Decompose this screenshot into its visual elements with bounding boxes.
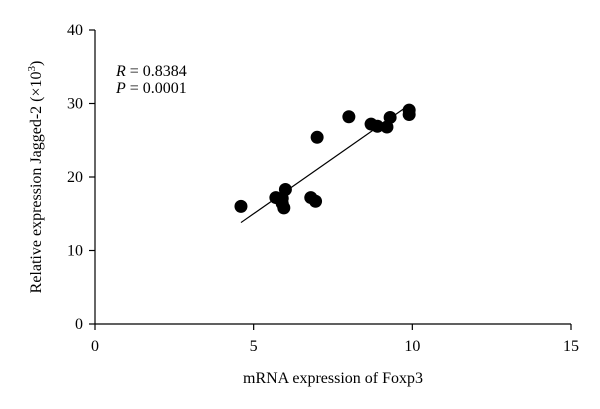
y-tick-label: 20: [67, 169, 83, 186]
data-point: [402, 103, 416, 117]
correlation-annotation: R = 0.8384: [115, 63, 187, 80]
y-tick-label: 0: [75, 316, 83, 333]
r-symbol: R: [115, 63, 126, 80]
data-points: [234, 103, 416, 215]
p-symbol: P: [115, 80, 126, 97]
data-point: [278, 182, 292, 196]
data-point: [309, 194, 323, 208]
data-point: [370, 119, 384, 133]
data-point: [383, 110, 397, 124]
r-value: = 0.8384: [126, 63, 187, 80]
axis-ticks: 0 5 10 15 0 10 20 30 40: [67, 22, 579, 355]
y-axis-title: Relative expression Jagged-2 (×103): [26, 61, 45, 294]
data-point: [310, 130, 324, 144]
x-axis-title: mRNA expression of Foxp3: [243, 370, 423, 387]
data-point: [234, 199, 248, 213]
y-tick-label: 40: [67, 22, 83, 39]
x-tick-label: 0: [91, 338, 99, 355]
x-tick-label: 5: [250, 338, 258, 355]
y-axis-title-end: ): [28, 61, 45, 66]
p-value: = 0.0001: [126, 80, 187, 97]
x-tick-label: 10: [404, 338, 420, 355]
y-tick-label: 10: [67, 243, 83, 260]
data-point: [342, 110, 356, 124]
y-axis-title-superscript: 3: [26, 65, 38, 71]
y-tick-label: 30: [67, 96, 83, 113]
data-point: [277, 201, 291, 215]
x-tick-label: 15: [563, 338, 579, 355]
p-value-annotation: P = 0.0001: [115, 80, 187, 97]
y-axis-title-main: Relative expression Jagged-2 (×10: [28, 71, 45, 293]
